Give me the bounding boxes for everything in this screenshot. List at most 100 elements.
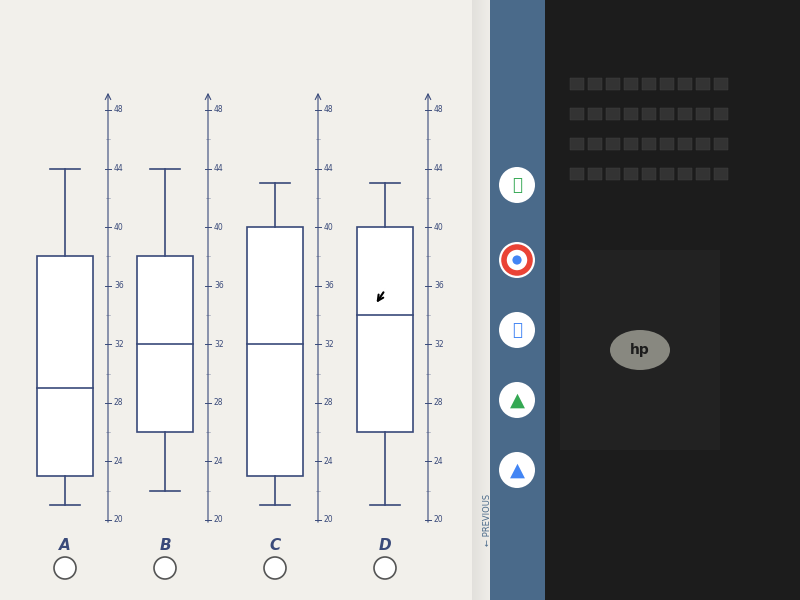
Text: 20: 20 [114, 515, 124, 524]
Text: 24: 24 [214, 457, 224, 466]
Text: ▲: ▲ [510, 391, 525, 409]
Ellipse shape [610, 330, 670, 370]
Bar [714, 168, 728, 180]
Bar [482, 0, 483, 600]
Bar [660, 78, 674, 90]
Bar [474, 0, 475, 600]
Text: 48: 48 [434, 106, 444, 115]
Bar [624, 138, 638, 150]
Bar [588, 168, 602, 180]
Bar [642, 168, 656, 180]
Bar [37, 256, 93, 476]
Bar [476, 0, 477, 600]
Bar [624, 78, 638, 90]
Text: 40: 40 [214, 223, 224, 232]
Text: A: A [59, 538, 71, 553]
Text: 40: 40 [434, 223, 444, 232]
Bar [570, 138, 584, 150]
Text: ⬛: ⬛ [512, 176, 522, 194]
Bar [606, 138, 620, 150]
Text: 36: 36 [214, 281, 224, 290]
Text: 20: 20 [324, 515, 334, 524]
Bar [489, 0, 490, 600]
Text: 32: 32 [214, 340, 224, 349]
Bar [560, 250, 720, 450]
Bar [137, 256, 193, 432]
Text: 40: 40 [114, 223, 124, 232]
Bar [478, 0, 479, 600]
Circle shape [499, 312, 535, 348]
Text: 44: 44 [324, 164, 334, 173]
Bar [485, 0, 486, 600]
Bar [570, 168, 584, 180]
Text: 28: 28 [114, 398, 123, 407]
Text: 44: 44 [434, 164, 444, 173]
Bar [606, 168, 620, 180]
Bar [606, 78, 620, 90]
Circle shape [374, 557, 396, 579]
Bar [588, 138, 602, 150]
Bar [714, 78, 728, 90]
Circle shape [511, 254, 523, 266]
Bar [678, 78, 692, 90]
Bar [0, 0, 492, 600]
Bar [477, 0, 478, 600]
Text: 24: 24 [324, 457, 334, 466]
Bar [472, 0, 473, 600]
Text: 48: 48 [324, 106, 334, 115]
Bar [480, 0, 481, 600]
Text: 48: 48 [214, 106, 224, 115]
Bar [487, 0, 488, 600]
Text: hp: hp [630, 343, 650, 357]
Text: 36: 36 [434, 281, 444, 290]
Text: 28: 28 [434, 398, 443, 407]
Bar [678, 108, 692, 120]
Bar [486, 0, 487, 600]
Bar [678, 138, 692, 150]
Bar [642, 78, 656, 90]
Bar [678, 168, 692, 180]
Text: 36: 36 [114, 281, 124, 290]
Circle shape [264, 557, 286, 579]
Text: 32: 32 [114, 340, 124, 349]
Text: 44: 44 [114, 164, 124, 173]
Text: 36: 36 [324, 281, 334, 290]
Bar [484, 0, 485, 600]
Bar [696, 138, 710, 150]
Bar [642, 138, 656, 150]
Text: 44: 44 [214, 164, 224, 173]
Text: 32: 32 [434, 340, 444, 349]
Text: C: C [270, 538, 281, 553]
Circle shape [154, 557, 176, 579]
Bar [714, 138, 728, 150]
Circle shape [499, 382, 535, 418]
Text: D: D [378, 538, 391, 553]
Text: 48: 48 [114, 106, 124, 115]
Text: 24: 24 [114, 457, 124, 466]
Text: 20: 20 [214, 515, 224, 524]
Bar [247, 227, 303, 476]
Bar [570, 78, 584, 90]
Text: 32: 32 [324, 340, 334, 349]
Bar [696, 108, 710, 120]
Bar [488, 0, 489, 600]
Bar [714, 108, 728, 120]
Circle shape [499, 452, 535, 488]
Bar [696, 168, 710, 180]
Bar [660, 138, 674, 150]
Text: 40: 40 [324, 223, 334, 232]
Bar [479, 0, 480, 600]
Bar [491, 0, 492, 600]
Text: 20: 20 [434, 515, 444, 524]
Circle shape [54, 557, 76, 579]
Bar [606, 108, 620, 120]
Circle shape [499, 242, 535, 278]
Bar [481, 0, 482, 600]
Bar [483, 0, 484, 600]
Bar [570, 108, 584, 120]
Bar [624, 108, 638, 120]
Bar [624, 168, 638, 180]
Bar [475, 0, 476, 600]
Bar [473, 0, 474, 600]
Bar [588, 78, 602, 90]
